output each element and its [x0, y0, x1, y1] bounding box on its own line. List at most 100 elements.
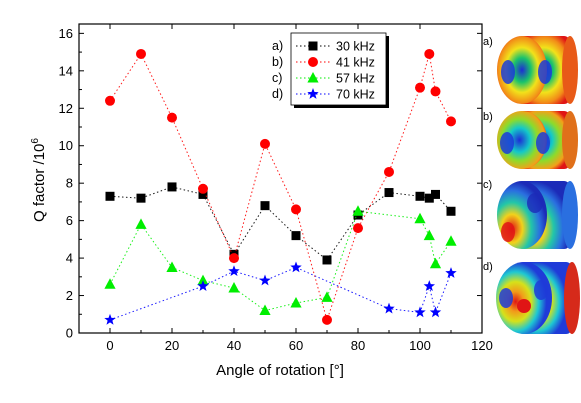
mode-panel-b: b) — [483, 111, 578, 169]
series-0 — [105, 182, 456, 265]
legend-label-3: 70 kHz — [336, 88, 375, 102]
x-axis: 0 20 40 60 80 100 120 — [78, 24, 493, 353]
x-tick-label: 100 — [409, 338, 431, 353]
series-1-point — [446, 116, 456, 127]
mode-panel-c-antinode-lower — [501, 222, 515, 242]
y-tick-label: 14 — [59, 63, 73, 78]
y-tick-label: 10 — [59, 138, 73, 153]
legend-tag-2: c) — [272, 71, 282, 85]
series-1-point — [260, 138, 270, 149]
plot-frame — [78, 23, 483, 334]
series-0-point — [446, 206, 456, 216]
series-3-point — [290, 261, 302, 273]
series-2-point — [414, 212, 426, 224]
series-1-point — [136, 48, 146, 59]
series-0-point — [322, 255, 332, 265]
legend-box — [290, 32, 387, 106]
legend-tag-3: d) — [272, 87, 283, 101]
legend: a) 30 kHz b) 41 kHz c) 57 kHz d) 70 kHz — [272, 32, 389, 108]
series-1-point — [322, 314, 332, 325]
series-2-point — [290, 297, 302, 308]
series-0-point — [415, 191, 425, 201]
series-2-point — [104, 278, 116, 289]
series-1-point — [384, 166, 394, 177]
mode-panel-d-cylinder-end — [564, 262, 580, 334]
series-0-point — [198, 189, 208, 199]
series-3-point — [383, 302, 395, 314]
mode-panel-b-cylinder-face — [497, 111, 547, 169]
series-3-point — [259, 274, 271, 286]
mode-panel-a-node-left — [501, 60, 515, 84]
mode-panel-a-cylinder-end — [562, 36, 578, 104]
series-3-point — [423, 280, 436, 292]
series-3-point — [197, 280, 209, 292]
mode-panel-a-label: a) — [483, 36, 493, 48]
series-2-point — [228, 282, 240, 293]
series-0-point — [431, 189, 440, 199]
series-1-point — [430, 86, 441, 97]
series-3-line — [109, 266, 452, 321]
legend-tag-0: a) — [272, 39, 283, 53]
y-tick-label: 12 — [59, 101, 73, 116]
x-tick-label: 20 — [165, 338, 179, 353]
series-2-point — [197, 274, 209, 286]
series-0-point — [424, 193, 434, 203]
legend-label-2: 57 kHz — [336, 72, 375, 86]
series-3-point — [104, 313, 116, 325]
mode-panel-b-node-right — [536, 132, 550, 154]
x-tick-label: 120 — [471, 338, 493, 353]
series-layer — [104, 48, 457, 325]
y-tick-label: 6 — [66, 213, 73, 228]
series-0-point — [167, 182, 177, 192]
mode-panel-b-node-left — [500, 132, 514, 154]
series-0-point — [260, 201, 270, 211]
y-tick-label: 2 — [66, 288, 73, 303]
mode-panel-b-label: b) — [483, 111, 493, 123]
series-3 — [104, 261, 457, 325]
series-2-point — [166, 261, 178, 272]
series-1-point — [424, 48, 435, 59]
series-2 — [104, 205, 457, 316]
mode-panel-c-label: c) — [483, 179, 492, 191]
legend-marker-0 — [308, 41, 318, 51]
series-1-point — [105, 95, 115, 106]
x-tick-label: 0 — [106, 338, 113, 353]
series-1-point — [229, 253, 239, 264]
legend-marker-3 — [307, 88, 319, 99]
legend-marker-2 — [307, 72, 319, 83]
y-tick-label: 0 — [66, 326, 73, 341]
mode-panel-c-node-upper — [527, 193, 543, 213]
x-tick-label: 80 — [351, 338, 365, 353]
series-1 — [105, 48, 456, 325]
series-0-point — [291, 231, 301, 241]
series-1-point — [167, 112, 177, 123]
series-2-point — [259, 304, 271, 316]
series-3-point — [445, 267, 457, 278]
mode-panel-d-antinode-centre — [517, 299, 531, 313]
series-3-point — [414, 306, 426, 318]
series-1-point — [291, 204, 301, 215]
series-1-point — [415, 82, 425, 93]
series-2-line — [109, 210, 452, 312]
series-0-point — [384, 188, 394, 198]
series-1-point — [198, 183, 208, 194]
series-2-point — [429, 257, 442, 269]
x-tick-label: 60 — [289, 338, 303, 353]
series-2-point — [321, 291, 333, 302]
series-1-line — [109, 52, 452, 322]
mode-panel-c-cylinder-end — [562, 181, 578, 249]
y-tick-label: 8 — [66, 176, 73, 191]
legend-box-shadow-right — [386, 36, 389, 108]
legend-box-shadow-bottom — [294, 105, 389, 108]
series-3-point — [228, 265, 240, 277]
series-2-point — [445, 235, 457, 246]
y-axis-label: Q factor /106 — [30, 138, 48, 222]
mode-panel-b-cylinder-end — [562, 111, 578, 169]
series-3-point — [429, 306, 442, 318]
y-tick-label: 4 — [66, 251, 73, 266]
mode-panel-d-node-right — [534, 280, 548, 300]
mode-panel-d: d) — [483, 261, 580, 334]
legend-label-0: 30 kHz — [336, 40, 375, 54]
series-2-point — [423, 229, 435, 241]
